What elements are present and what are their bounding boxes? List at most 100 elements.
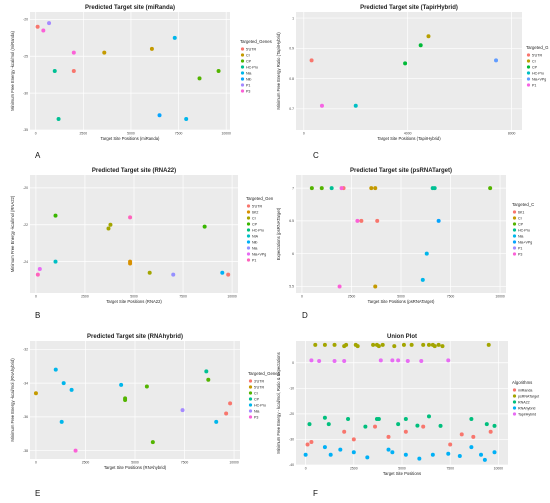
y-tick-label: -22 (23, 223, 28, 227)
panel-e: 0 2500 5000 7500 10000 -32 -34 -36 -38 Predicted … (10, 334, 280, 498)
data-point (421, 424, 426, 429)
y-tick-label: 6.5 (289, 219, 294, 223)
legend-marker (240, 59, 245, 63)
y-tick-label: -20 (23, 186, 28, 190)
x-axis-label: Target Site Positions (RNA22) (106, 299, 162, 304)
legend-marker (526, 71, 531, 75)
x-tick-label: 10000 (221, 132, 231, 136)
data-point (150, 440, 155, 445)
y-tick-label: -25 (23, 54, 28, 58)
y-tick-label: 5.5 (289, 285, 294, 289)
data-point (469, 416, 474, 421)
data-point (482, 457, 487, 462)
x-axis-label: Target Site Positions (TapirHybrid) (377, 136, 441, 141)
data-point (403, 452, 408, 457)
data-point (108, 222, 113, 227)
data-point (319, 103, 324, 108)
x-tick-label: 10000 (227, 295, 237, 299)
data-point (436, 218, 441, 223)
data-point (157, 113, 162, 118)
legend-marker (240, 77, 245, 81)
y-tick-label: -36 (23, 415, 28, 419)
data-point (184, 116, 189, 121)
legend-entry: CI (254, 391, 258, 395)
legend-marker (240, 53, 245, 57)
legend-entry: Nia (252, 246, 257, 250)
data-point (337, 284, 342, 289)
data-point (61, 381, 66, 386)
legend-entry: HC-Pro (518, 228, 530, 232)
legend-marker (248, 397, 253, 401)
x-tick-label: 5000 (398, 467, 406, 471)
data-point (123, 396, 128, 401)
data-point (432, 186, 437, 191)
legend-entry: Nia+VPg (532, 77, 546, 81)
data-point (346, 416, 351, 421)
panel-label: C (313, 151, 319, 160)
data-point (144, 384, 149, 389)
data-point (488, 429, 493, 434)
data-point (204, 369, 209, 374)
legend-marker (248, 409, 253, 413)
legend-entry: Nia+VPg (518, 240, 532, 244)
legend-title: Targeted_C (512, 202, 534, 207)
panel-b: 0 2500 5000 7500 10000 -20 -22 -24 Predicted Tar… (10, 168, 274, 320)
data-point (73, 448, 78, 453)
data-point (446, 451, 451, 456)
y-tick-label: -34 (23, 381, 28, 385)
legend-marker (512, 252, 517, 256)
x-tick-label: 2500 (82, 461, 90, 465)
data-point (421, 342, 426, 347)
data-point (386, 434, 391, 439)
data-point (41, 28, 46, 33)
legend-entry: Nia+VPg (252, 252, 266, 256)
data-point (426, 414, 431, 419)
panel-label: D (302, 311, 308, 320)
legend-marker (248, 403, 253, 407)
data-point (438, 423, 443, 428)
legend-marker (246, 216, 251, 220)
legend-marker (246, 222, 251, 226)
data-point (418, 43, 423, 48)
data-point (359, 218, 364, 223)
data-point (494, 58, 499, 63)
data-point (469, 445, 474, 450)
data-point (446, 358, 451, 363)
data-point (436, 342, 441, 347)
data-point (392, 344, 397, 349)
data-point (220, 270, 225, 275)
data-point (309, 358, 314, 363)
data-point (119, 382, 124, 387)
y-tick-label: -10 (289, 386, 294, 390)
legend-entry: Nia (518, 234, 523, 238)
data-point (405, 358, 410, 363)
legend-title: Targeted_Gen (246, 196, 274, 201)
data-point (305, 442, 310, 447)
legend-entry: Nib (246, 77, 251, 81)
legend-marker (512, 240, 517, 244)
legend-marker (512, 394, 517, 398)
data-point (373, 186, 378, 191)
x-tick-label: 10000 (495, 295, 505, 299)
data-point (380, 342, 385, 347)
legend-title: Targeted_Genes (248, 371, 280, 376)
y-axis-label: Minimum Free Energy -kcal/mol (miRanda) (10, 30, 15, 110)
y-tick-label: 1 (292, 16, 294, 20)
y-tick-label: 7 (292, 186, 294, 190)
data-point (59, 419, 64, 424)
y-tick-label: -20 (289, 412, 294, 416)
legend-entry: CP (252, 222, 258, 226)
data-point (322, 445, 327, 450)
data-point (53, 259, 58, 264)
data-point (226, 272, 231, 277)
data-point (363, 424, 368, 429)
legend-entry: 5'UTR (254, 385, 264, 389)
legend-marker (248, 379, 253, 383)
legend-title: Targeted_G (526, 45, 549, 50)
x-tick-label: 0 (305, 467, 307, 471)
panel-label: E (35, 489, 40, 498)
legend-marker (246, 210, 251, 214)
legend-entry: Nib (252, 240, 257, 244)
legend-marker (512, 246, 517, 250)
